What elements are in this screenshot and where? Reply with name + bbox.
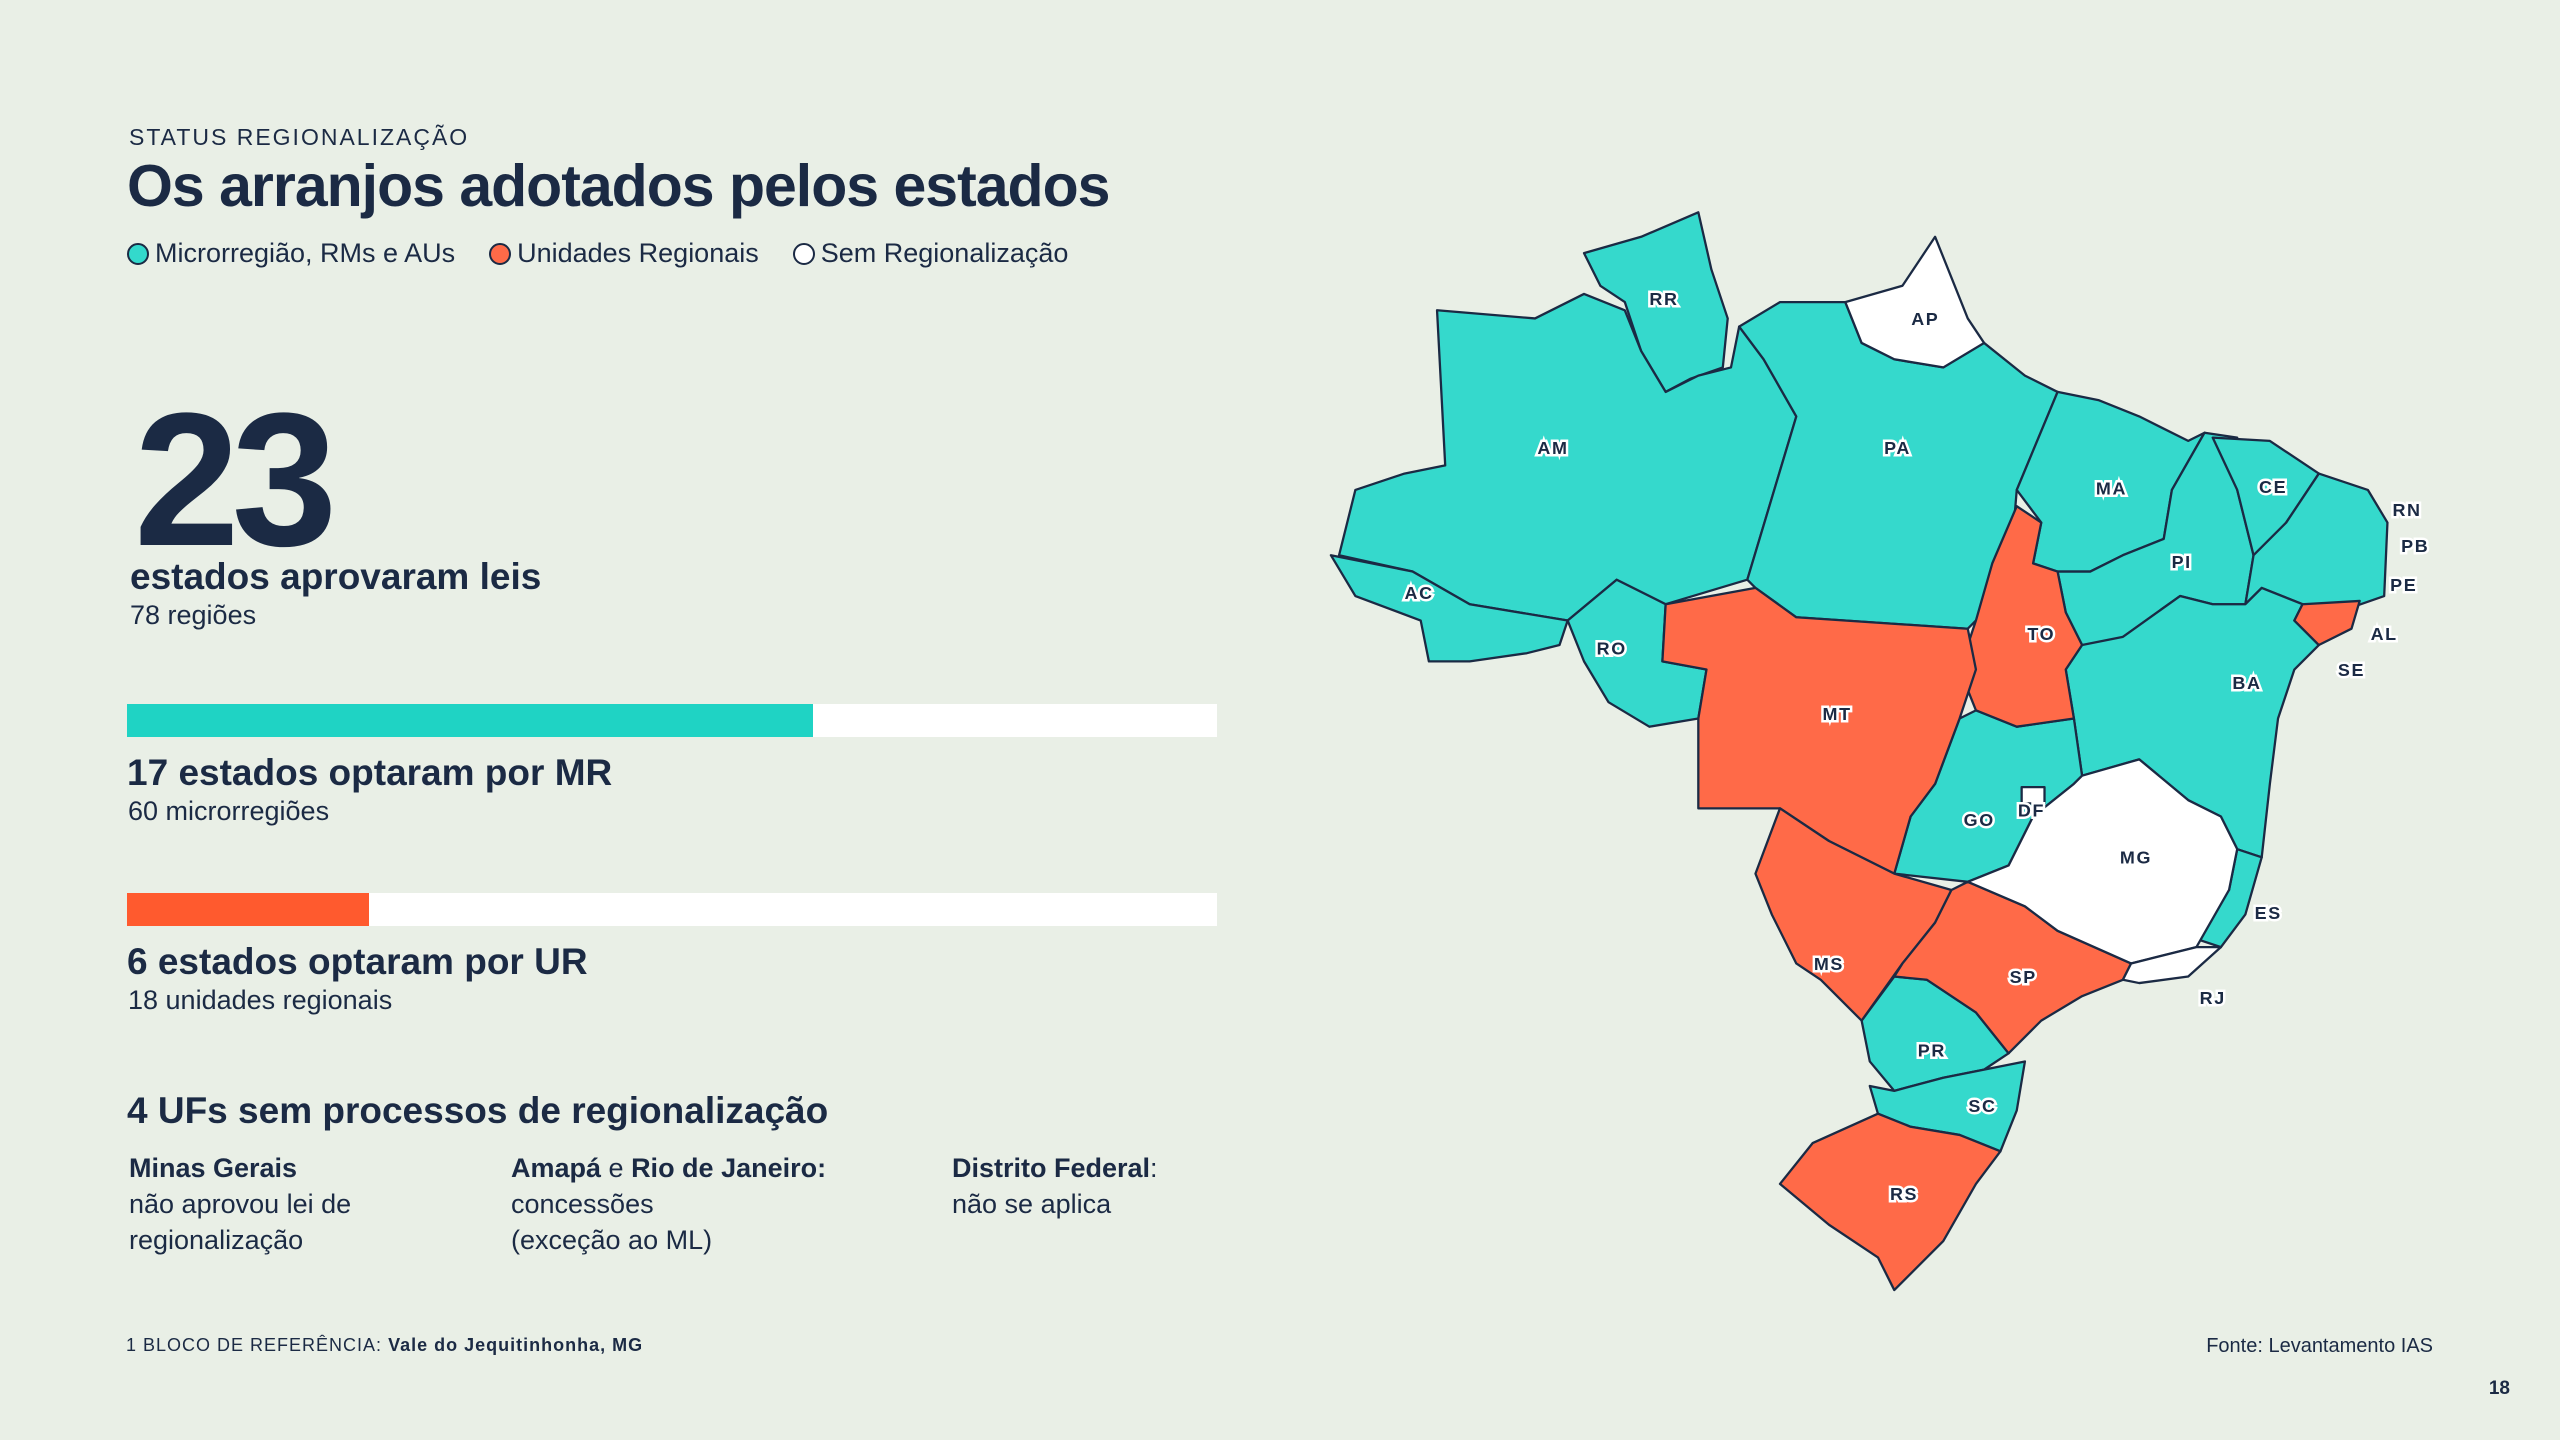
state-label: ES — [2255, 903, 2282, 923]
state-label: BA — [2232, 673, 2261, 693]
state-label: PI — [2172, 552, 2192, 572]
bar-fill — [127, 893, 370, 926]
headline-sub: 78 regiões — [130, 600, 257, 630]
none-label: UFs sem processos de regionalização — [157, 1090, 829, 1131]
item-text: regionalização — [129, 1225, 304, 1255]
headline-label: estados aprovaram leis — [130, 556, 542, 597]
region-none — [1844, 235, 2239, 985]
state-label: RR — [1649, 289, 1678, 309]
state-label: MT — [1823, 704, 1852, 724]
state-label: TO — [2027, 624, 2055, 644]
bar-track — [127, 893, 1217, 926]
title: Os arranjos adotados pelos estados — [127, 153, 1110, 219]
state — [1778, 1112, 2002, 1292]
state-label: RO — [1597, 639, 1627, 659]
state — [2020, 785, 2046, 805]
item-title: Amapá e Rio de Janeiro: — [511, 1150, 826, 1186]
item-title-part: Minas Gerais — [129, 1153, 298, 1183]
state — [1754, 807, 1953, 1022]
state — [1329, 554, 1569, 663]
bar-fill — [127, 704, 814, 737]
item-text: concessões — [511, 1189, 654, 1219]
stat-title: 6 estados optaram por UR — [127, 941, 588, 983]
stat-count: 17 — [127, 752, 169, 793]
legend-label: Microrregião, RMs e AUs — [155, 238, 456, 268]
state-label: CE — [2259, 477, 2287, 497]
state-label: PE — [2390, 575, 2417, 595]
footnote: 1 BLOCO DE REFERÊNCIA: Vale do Jequitinh… — [126, 1335, 643, 1356]
headline-count: 23 — [134, 374, 337, 586]
legend-item: Unidades Regionais — [489, 238, 759, 269]
item-title: Distrito Federal: — [952, 1150, 1158, 1186]
stat-label: estados optaram por UR — [157, 941, 588, 982]
state-label: SP — [2010, 967, 2037, 987]
item-title-part: Distrito Federal — [952, 1153, 1151, 1183]
stat-sub: 60 microrregiões — [128, 796, 330, 826]
legend-item: Microrregião, RMs e AUs — [127, 238, 455, 269]
none-item: Distrito Federal: não se aplica — [952, 1150, 1158, 1222]
item-text: (exceção ao ML) — [511, 1225, 713, 1255]
state-label: GO — [1964, 810, 1995, 830]
legend: Microrregião, RMs e AUs Unidades Regiona… — [127, 238, 1068, 269]
state-label: AC — [1404, 583, 1433, 603]
kicker: STATUS REGIONALIZAÇÃO — [129, 124, 470, 150]
state-label: AP — [1911, 309, 1939, 329]
state-label: RJ — [2200, 988, 2226, 1008]
none-item: Amapá e Rio de Janeiro: concessões (exceçã… — [511, 1150, 826, 1258]
legend-item: Sem Regionalização — [792, 238, 1069, 269]
none-item: Minas Gerais não aprovou lei de regionaliz… — [129, 1150, 351, 1258]
state-label: AL — [2371, 624, 2398, 644]
item-title-part: : — [1150, 1153, 1158, 1183]
state-label: RS — [1890, 1184, 1918, 1204]
bar-track — [127, 704, 1217, 737]
stat-label: estados optaram por MR — [178, 752, 613, 793]
page-number: 18 — [2488, 1378, 2510, 1399]
state-label: SC — [1968, 1096, 1996, 1116]
item-text: não aprovou lei de — [129, 1189, 352, 1219]
region-mr — [1329, 211, 2389, 1153]
none-count: 4 — [127, 1090, 148, 1131]
footnote-value: Vale do Jequitinhonha, MG — [388, 1335, 644, 1355]
state — [2121, 945, 2223, 985]
item-text: não se aplica — [952, 1189, 1112, 1219]
state — [1661, 586, 1978, 875]
state-label: RN — [2392, 500, 2421, 520]
state-label: MA — [2096, 479, 2127, 499]
state — [2293, 599, 2361, 647]
map-shapes: RR AP AM PA MA CE RN PB PE AL SE PI TO BA AC RO MT GO DF MG… — [1329, 211, 2430, 1292]
state-label: MS — [1814, 954, 1844, 974]
legend-dot — [792, 242, 815, 265]
legend-label: Unidades Regionais — [517, 238, 759, 268]
legend-label: Sem Regionalização — [820, 238, 1069, 268]
state — [1958, 505, 2084, 728]
state-label: AM — [1537, 438, 1568, 458]
item-title: Minas Gerais — [129, 1150, 351, 1186]
state-label: PB — [2401, 536, 2429, 556]
footnote-label: 1 BLOCO DE REFERÊNCIA: — [126, 1335, 383, 1355]
state — [1844, 235, 1986, 369]
state-label: SE — [2338, 660, 2365, 680]
stat-sub: 18 unidades regionais — [128, 985, 393, 1015]
legend-dot — [489, 242, 512, 265]
stat-title: 17 estados optaram por MR — [127, 752, 612, 794]
state-label: MG — [2120, 848, 2152, 868]
item-title-part: Amapá — [511, 1153, 602, 1183]
none-title: 4 UFs sem processos de regionalização — [127, 1090, 828, 1132]
source: Fonte: Levantamento IAS — [2206, 1335, 2433, 1357]
state-label: PR — [1918, 1040, 1946, 1060]
item-title-part: Rio de Janeiro: — [631, 1153, 827, 1183]
stat-count: 6 — [127, 941, 148, 982]
item-title-part: e — [601, 1153, 632, 1183]
legend-dot — [127, 242, 149, 265]
state-label: PA — [1884, 438, 1911, 458]
state-label: DF — [2018, 800, 2045, 820]
